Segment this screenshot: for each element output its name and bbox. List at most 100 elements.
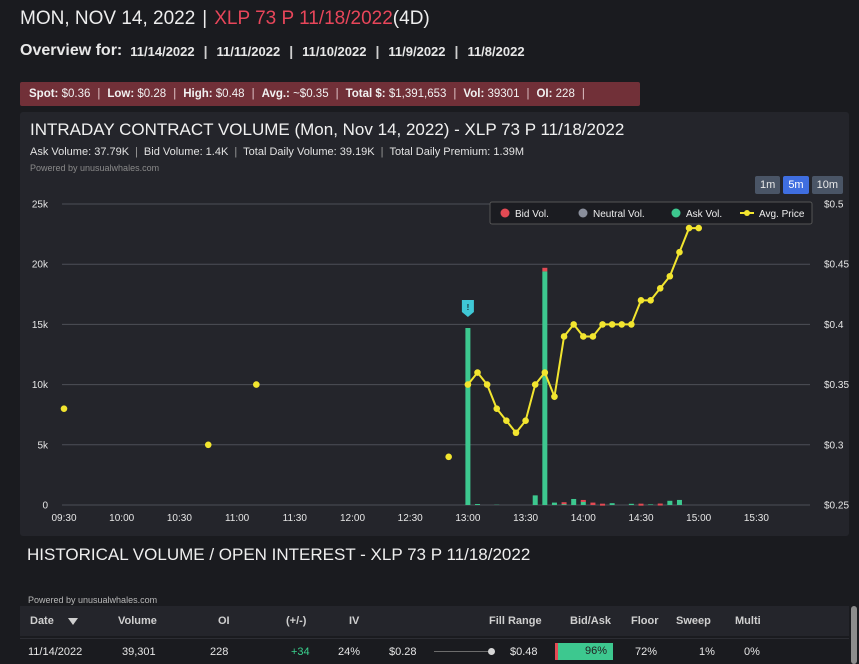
col-oi[interactable]: OI — [218, 615, 230, 627]
header-contract[interactable]: XLP 73 P 11/18/2022 — [214, 8, 393, 29]
avg-price-line — [467, 227, 699, 435]
overview-date-link[interactable]: 11/11/2022 — [216, 43, 281, 59]
avg-price-point — [628, 321, 635, 328]
legend-price-dot — [744, 210, 750, 216]
cell-volume: 39,301 — [122, 646, 156, 658]
y-right-tick: $0.5 — [824, 200, 844, 211]
intraday-volume-chart[interactable]: 0 5k 10k 15k 20k 25k $0.25 $0.3 $0.35 $0.4 $0.45 $0… — [20, 112, 849, 536]
x-tick: 10:30 — [167, 513, 192, 524]
legend-ask-icon — [671, 208, 681, 218]
stat-high: $0.48 — [215, 88, 245, 100]
stat-total: $1,391,653 — [388, 88, 447, 100]
stat-avg: ~$0.35 — [293, 88, 329, 100]
overview-date-link[interactable]: 11/8/2022 — [467, 43, 525, 59]
avg-price-point — [580, 333, 587, 340]
chart-legend — [489, 201, 813, 225]
bid-volume-bar — [542, 267, 548, 272]
ask-volume-bar — [571, 498, 577, 505]
timeframe-10m-button[interactable]: 10m — [811, 176, 843, 194]
ask-volume-bar — [667, 500, 673, 505]
avg-price-point — [589, 333, 597, 340]
scrollbar[interactable] — [851, 606, 857, 664]
x-tick: 12:00 — [340, 513, 365, 524]
y-left-tick: 5k — [37, 440, 49, 451]
timeframe-selector: 1m 5m 10m — [755, 176, 843, 194]
overview-date-link[interactable]: 11/9/2022 — [388, 43, 446, 59]
page-header: MON, NOV 14, 2022 | XLP 73 P 11/18/2022(4D… — [20, 8, 430, 30]
cell-multi: 0% — [744, 646, 760, 658]
x-tick: 12:30 — [398, 513, 423, 524]
avg-price-point — [464, 381, 472, 388]
cell-date: 11/14/2022 — [28, 646, 83, 658]
ask-volume-bar — [551, 502, 557, 505]
historical-powered-by: Powered by unusualwhales.com — [28, 595, 158, 605]
bid-volume-bar — [561, 502, 567, 505]
col-bid-ask[interactable]: Bid/Ask — [570, 615, 611, 627]
cell-sweep: 1% — [699, 646, 715, 658]
chart-title: INTRADAY CONTRACT VOLUME (Mon, Nov 14, 2… — [30, 120, 625, 139]
bid-ask-bid-portion — [555, 643, 558, 660]
ask-volume-bar — [628, 503, 634, 505]
x-tick: 11:30 — [283, 513, 308, 524]
overview-date-link[interactable]: 11/14/2022 — [130, 43, 195, 59]
avg-price-point — [474, 369, 481, 376]
col-floor[interactable]: Floor — [631, 615, 659, 627]
avg-price-point — [503, 417, 510, 425]
y-left-tick: 15k — [32, 320, 49, 331]
col-iv[interactable]: IV — [349, 615, 360, 627]
avg-price-point — [445, 453, 452, 461]
overview-date-link[interactable]: 11/10/2022 — [302, 43, 367, 59]
avg-price-point — [493, 405, 501, 412]
cell-change: +34 — [291, 646, 310, 658]
timeframe-5m-button[interactable]: 5m — [783, 176, 809, 194]
avg-price-point — [647, 297, 654, 304]
x-tick: 13:00 — [455, 513, 480, 524]
col-volume[interactable]: Volume — [118, 615, 157, 627]
ask-volume-bar — [475, 504, 481, 505]
legend-price-label: Avg. Price — [759, 209, 805, 220]
x-tick: 09:30 — [51, 513, 76, 524]
sort-desc-icon[interactable] — [67, 617, 78, 625]
table-row[interactable]: 11/14/2022 39,301 228 +34 24% $0.28 $0.4… — [20, 638, 849, 664]
bid-volume-bar — [590, 502, 596, 505]
x-tick: 10:00 — [109, 513, 134, 524]
overview-divider: | — [289, 43, 294, 59]
col-fill-range[interactable]: Fill Range — [489, 615, 542, 627]
avg-price-point — [637, 297, 645, 304]
y-left-tick: 10k — [32, 380, 49, 391]
avg-price-point — [695, 224, 702, 232]
cell-fill-low: $0.28 — [389, 646, 417, 658]
bid-volume-bar — [657, 503, 663, 506]
x-tick: 14:00 — [571, 513, 596, 524]
stat-total-label: Total $: — [345, 88, 386, 100]
x-tick: 14:30 — [628, 513, 653, 524]
intraday-chart-panel: INTRADAY CONTRACT VOLUME (Mon, Nov 14, 2… — [20, 112, 849, 536]
stat-low: $0.28 — [137, 88, 167, 100]
header-separator: | — [202, 8, 208, 29]
overview-divider: | — [203, 43, 208, 59]
col-multi[interactable]: Multi — [735, 615, 761, 627]
bid-ask-value: 96% — [584, 645, 607, 657]
overview-divider: | — [375, 43, 380, 59]
overview-divider: | — [454, 43, 459, 59]
y-left-tick: 25k — [32, 200, 49, 211]
overview-label: Overview for: — [20, 42, 123, 59]
ask-volume-bar — [561, 504, 567, 505]
avg-price-point — [676, 248, 683, 256]
stats-bar: Spot: $0.36 | Low: $0.28 | High: $0.48 | Av… — [20, 82, 640, 106]
col-sweep[interactable]: Sweep — [676, 615, 711, 627]
avg-price-point — [656, 284, 664, 292]
legend-ask-label: Ask Vol. — [686, 209, 722, 220]
y-right-tick: $0.35 — [824, 380, 849, 391]
ask-volume-bar — [609, 503, 615, 505]
bid-volume-bar — [600, 503, 606, 506]
stat-avg-label: Avg.: — [261, 88, 290, 100]
timeframe-1m-button[interactable]: 1m — [755, 176, 781, 194]
stat-oi-label: OI: — [536, 88, 553, 100]
chart-powered-by: Powered by unusualwhales.com — [30, 163, 160, 173]
col-date[interactable]: Date — [30, 615, 78, 627]
col-change[interactable]: (+/-) — [286, 615, 307, 627]
cell-iv: 24% — [338, 646, 361, 658]
y-right-tick: $0.45 — [824, 260, 849, 271]
stat-oi: 228 — [555, 88, 575, 100]
